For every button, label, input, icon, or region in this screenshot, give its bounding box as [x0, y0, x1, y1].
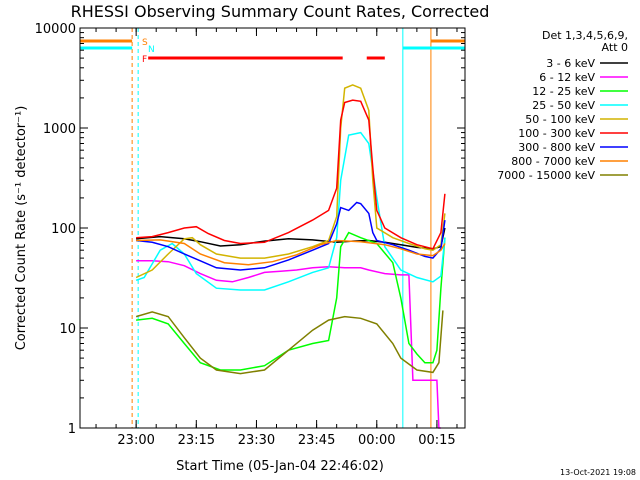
legend-label-4: 50 - 100 keV — [525, 113, 595, 126]
x-tick-label-4: 00:00 — [358, 433, 395, 448]
x-tick-label-1: 23:15 — [178, 433, 215, 448]
series-line-7 — [136, 239, 446, 266]
y-tick-label-4: 10000 — [35, 22, 76, 37]
y-tick-label-0: 1 — [68, 422, 76, 437]
series-line-5 — [136, 99, 446, 250]
axes: 1 10 100 1000 10000 23:00 23:15 23:30 23:45 00:00… — [35, 22, 465, 448]
series-lines — [135, 84, 446, 429]
legend-label-6: 300 - 800 keV — [518, 141, 595, 154]
legend-label-7: 800 - 7000 keV — [511, 155, 595, 168]
chart-title: RHESSI Observing Summary Count Rates, Co… — [71, 2, 490, 21]
legend-label-2: 12 - 25 keV — [532, 85, 595, 98]
x-axis-label: Start Time (05-Jan-04 22:46:02) — [176, 459, 384, 474]
status-flags: SNF — [80, 38, 465, 65]
x-tick-label-5: 00:15 — [418, 433, 455, 448]
legend-label-0: 3 - 6 keV — [546, 57, 595, 70]
x-tick-label-2: 23:30 — [238, 433, 275, 448]
x-tick-label-0: 23:00 — [117, 433, 154, 448]
legend-header-1: Att 0 — [602, 41, 628, 54]
y-axis-label: Corrected Count Rate (s⁻¹ detector⁻¹) — [14, 106, 29, 351]
x-tick-label-3: 23:45 — [298, 433, 335, 448]
legend-label-8: 7000 - 15000 keV — [497, 169, 595, 182]
series-line-2 — [136, 231, 446, 371]
legend-label-1: 6 - 12 keV — [539, 71, 595, 84]
flag-S-label: S — [142, 38, 148, 48]
flag-F-label: F — [142, 55, 147, 65]
flag-N-label: N — [148, 45, 155, 55]
series-line-3 — [135, 131, 446, 291]
legend-label-5: 100 - 300 keV — [518, 127, 595, 140]
y-tick-label-2: 100 — [51, 222, 76, 237]
series-line-4 — [135, 84, 446, 279]
legend-header-0: Det 1,3,4,5,6,9, — [542, 29, 628, 42]
series-line-6 — [136, 201, 446, 271]
y-tick-label-1: 10 — [59, 322, 76, 337]
series-line-8 — [135, 310, 444, 375]
legend-label-3: 25 - 50 keV — [532, 99, 595, 112]
y-tick-label-3: 1000 — [43, 122, 76, 137]
footer-timestamp: 13-Oct-2021 19:08 — [560, 468, 636, 477]
